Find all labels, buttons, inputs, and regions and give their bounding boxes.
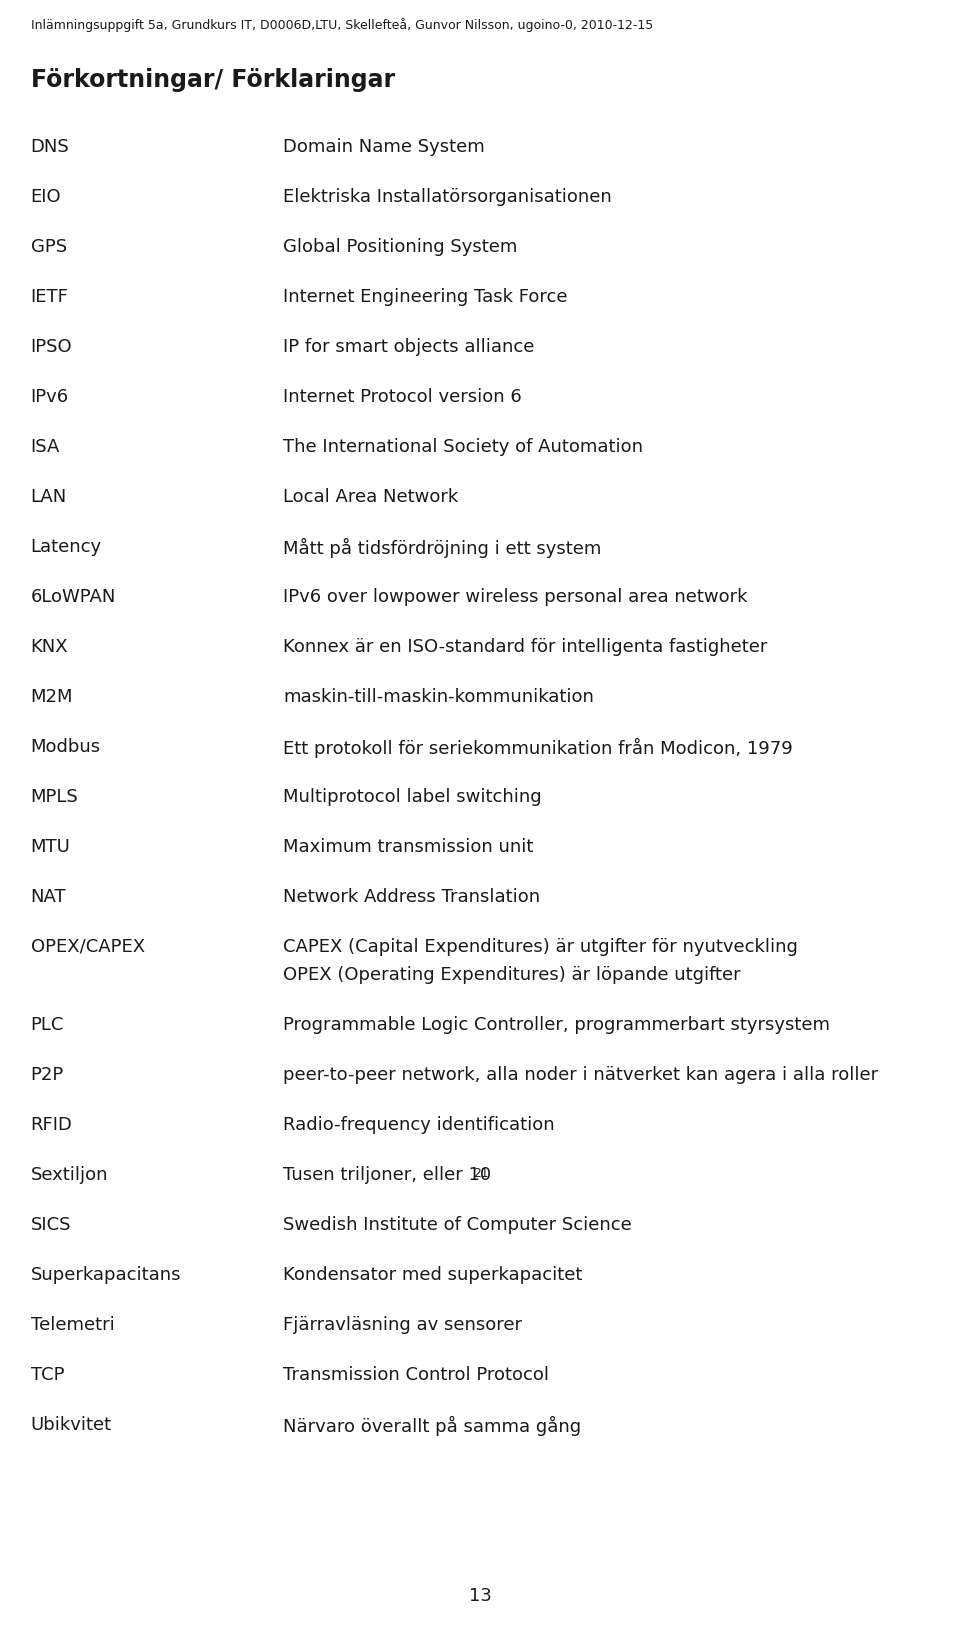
Text: Domain Name System: Domain Name System [283, 139, 485, 157]
Text: IPSO: IPSO [31, 338, 72, 356]
Text: Programmable Logic Controller, programmerbart styrsystem: Programmable Logic Controller, programme… [283, 1015, 830, 1033]
Text: Inlämningsuppgift 5a, Grundkurs IT, D0006D,LTU, Skellefteå, Gunvor Nilsson, ugoi: Inlämningsuppgift 5a, Grundkurs IT, D000… [31, 18, 653, 33]
Text: Ett protokoll för seriekommunikation från Modicon, 1979: Ett protokoll för seriekommunikation frå… [283, 738, 793, 757]
Text: OPEX (Operating Expenditures) är löpande utgifter: OPEX (Operating Expenditures) är löpande… [283, 966, 741, 984]
Text: PLC: PLC [31, 1015, 64, 1033]
Text: 21: 21 [473, 1167, 489, 1180]
Text: OPEX/CAPEX: OPEX/CAPEX [31, 937, 145, 955]
Text: Elektriska Installatörsorganisationen: Elektriska Installatörsorganisationen [283, 188, 612, 206]
Text: Network Address Translation: Network Address Translation [283, 888, 540, 906]
Text: SICS: SICS [31, 1216, 71, 1234]
Text: IP for smart objects alliance: IP for smart objects alliance [283, 338, 535, 356]
Text: RFID: RFID [31, 1115, 73, 1133]
Text: MTU: MTU [31, 837, 71, 855]
Text: MPLS: MPLS [31, 788, 79, 806]
Text: Local Area Network: Local Area Network [283, 488, 459, 506]
Text: KNX: KNX [31, 638, 68, 656]
Text: LAN: LAN [31, 488, 67, 506]
Text: Modbus: Modbus [31, 738, 101, 756]
Text: maskin-till-maskin-kommunikation: maskin-till-maskin-kommunikation [283, 687, 594, 705]
Text: Latency: Latency [31, 537, 102, 555]
Text: Fjärravläsning av sensorer: Fjärravläsning av sensorer [283, 1315, 522, 1333]
Text: DNS: DNS [31, 139, 69, 157]
Text: EIO: EIO [31, 188, 61, 206]
Text: IPv6: IPv6 [31, 388, 69, 406]
Text: Maximum transmission unit: Maximum transmission unit [283, 837, 534, 855]
Text: Ubikvitet: Ubikvitet [31, 1415, 112, 1433]
Text: 13: 13 [468, 1586, 492, 1604]
Text: Tusen triljoner, eller 10: Tusen triljoner, eller 10 [283, 1165, 492, 1183]
Text: Internet Engineering Task Force: Internet Engineering Task Force [283, 287, 567, 305]
Text: Förkortningar/ Förklaringar: Förkortningar/ Förklaringar [31, 69, 395, 91]
Text: Transmission Control Protocol: Transmission Control Protocol [283, 1364, 549, 1384]
Text: Sextiljon: Sextiljon [31, 1165, 108, 1183]
Text: 6LoWPAN: 6LoWPAN [31, 588, 116, 605]
Text: Närvaro överallt på samma gång: Närvaro överallt på samma gång [283, 1415, 582, 1435]
Text: P2P: P2P [31, 1066, 64, 1084]
Text: NAT: NAT [31, 888, 66, 906]
Text: TCP: TCP [31, 1364, 64, 1384]
Text: Internet Protocol version 6: Internet Protocol version 6 [283, 388, 522, 406]
Text: Konnex är en ISO-standard för intelligenta fastigheter: Konnex är en ISO-standard för intelligen… [283, 638, 768, 656]
Text: IETF: IETF [31, 287, 68, 305]
Text: Swedish Institute of Computer Science: Swedish Institute of Computer Science [283, 1216, 632, 1234]
Text: Superkapacitans: Superkapacitans [31, 1265, 181, 1283]
Text: CAPEX (Capital Expenditures) är utgifter för nyutveckling: CAPEX (Capital Expenditures) är utgifter… [283, 937, 798, 955]
Text: GPS: GPS [31, 238, 67, 256]
Text: M2M: M2M [31, 687, 73, 705]
Text: Telemetri: Telemetri [31, 1315, 114, 1333]
Text: Multiprotocol label switching: Multiprotocol label switching [283, 788, 541, 806]
Text: The International Society of Automation: The International Society of Automation [283, 437, 643, 455]
Text: IPv6 over lowpower wireless personal area network: IPv6 over lowpower wireless personal are… [283, 588, 748, 605]
Text: Radio-frequency identification: Radio-frequency identification [283, 1115, 555, 1133]
Text: ISA: ISA [31, 437, 60, 455]
Text: Kondensator med superkapacitet: Kondensator med superkapacitet [283, 1265, 583, 1283]
Text: Mått på tidsfördröjning i ett system: Mått på tidsfördröjning i ett system [283, 537, 602, 558]
Text: Global Positioning System: Global Positioning System [283, 238, 517, 256]
Text: peer-to-peer network, alla noder i nätverket kan agera i alla roller: peer-to-peer network, alla noder i nätve… [283, 1066, 878, 1084]
